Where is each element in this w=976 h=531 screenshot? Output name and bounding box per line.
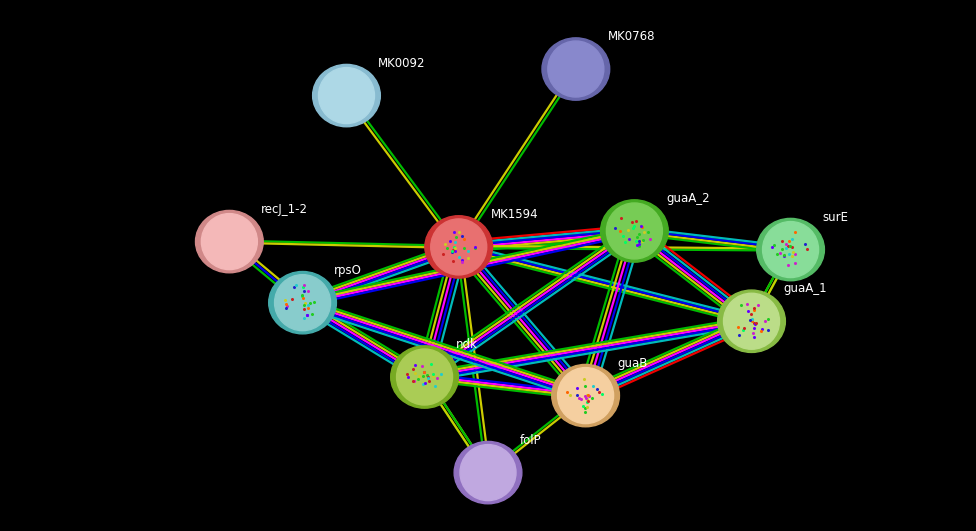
Text: MK0092: MK0092 [378, 57, 426, 70]
Text: guaB: guaB [617, 357, 648, 370]
Ellipse shape [548, 41, 604, 97]
Text: guaA_2: guaA_2 [666, 192, 710, 205]
Text: ndk: ndk [456, 338, 478, 351]
Ellipse shape [557, 367, 614, 424]
Ellipse shape [201, 213, 258, 270]
Ellipse shape [717, 290, 786, 353]
Ellipse shape [762, 221, 819, 278]
Ellipse shape [396, 349, 453, 405]
Ellipse shape [430, 219, 487, 275]
Ellipse shape [606, 203, 663, 259]
Ellipse shape [425, 216, 493, 278]
Ellipse shape [268, 271, 337, 334]
Ellipse shape [312, 64, 381, 127]
Ellipse shape [274, 275, 331, 331]
Text: MK1594: MK1594 [490, 208, 538, 221]
Ellipse shape [454, 441, 522, 504]
Text: MK0768: MK0768 [607, 30, 655, 43]
Text: surE: surE [822, 211, 848, 224]
Text: folP: folP [519, 434, 542, 447]
Ellipse shape [551, 364, 620, 427]
Ellipse shape [318, 67, 375, 124]
Ellipse shape [542, 38, 610, 100]
Ellipse shape [723, 293, 780, 349]
Text: rpsO: rpsO [334, 264, 362, 277]
Ellipse shape [600, 200, 669, 262]
Text: guaA_1: guaA_1 [783, 282, 827, 295]
Ellipse shape [195, 210, 264, 273]
Text: recJ_1-2: recJ_1-2 [261, 203, 308, 216]
Ellipse shape [390, 346, 459, 408]
Ellipse shape [460, 444, 516, 501]
Ellipse shape [756, 218, 825, 281]
